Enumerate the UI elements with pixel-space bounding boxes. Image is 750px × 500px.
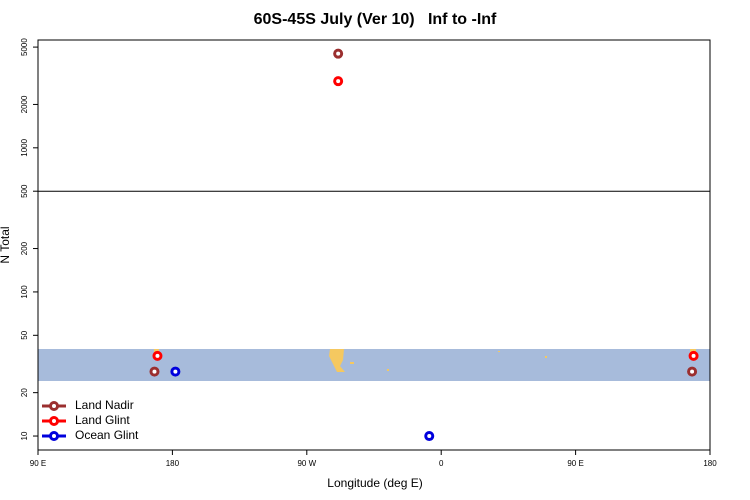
chart-title: 60S-45S July (Ver 10) Inf to -Inf [254,11,497,28]
y-tick-label: 100 [20,285,29,299]
y-tick-label: 200 [20,241,29,255]
x-tick-label: 90 E [30,459,46,468]
legend-marker [49,431,59,441]
y-tick-label: 1000 [20,138,29,156]
y-tick-label: 10 [20,431,29,440]
x-tick-label: 180 [166,459,180,468]
y-tick-label: 5000 [20,38,29,56]
x-axis-label: Longitude (deg E) [327,476,422,490]
data-point [687,366,698,377]
map-band [38,349,710,381]
x-tick-label: 0 [439,459,444,468]
y-tick-label: 500 [20,184,29,198]
data-point [333,76,344,87]
legend-marker [49,401,59,411]
plot-frame [37,39,711,451]
data-point [152,350,163,361]
data-point [149,366,160,377]
data-point [170,366,181,377]
y-tick-label: 2000 [20,95,29,113]
legend-marker [49,416,59,426]
x-tick-label: 90 W [297,459,316,468]
land-mass [154,349,696,372]
data-point [424,431,435,442]
data-point [333,48,344,59]
y-tick-label: 20 [20,388,29,397]
x-tick-label: 90 E [567,459,583,468]
x-tick-label: 180 [703,459,717,468]
y-tick-label: 50 [20,330,29,339]
legend-label: Land Nadir [75,398,134,412]
y-axis-label: N Total [0,226,12,263]
legend-label: Ocean Glint [75,428,139,442]
legend-label: Land Glint [75,413,130,427]
data-point [688,350,699,361]
